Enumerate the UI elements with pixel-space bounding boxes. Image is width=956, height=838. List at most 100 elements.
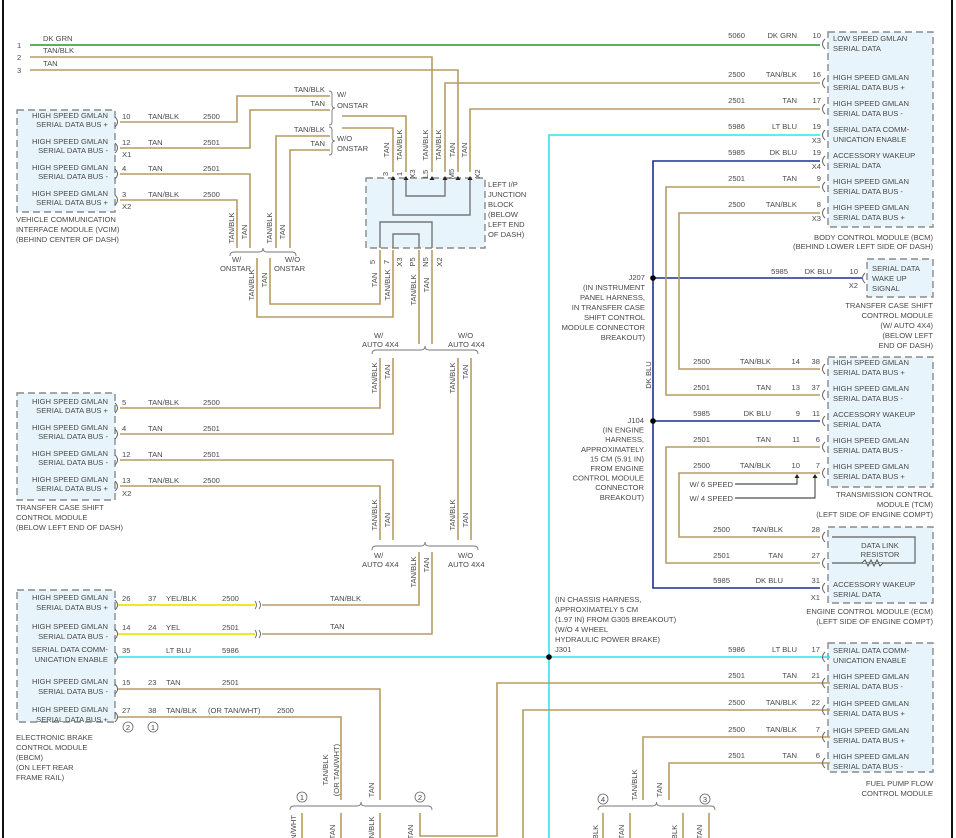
vcim-module <box>16 109 116 213</box>
wire <box>118 688 381 800</box>
variant-mark: 1 <box>151 723 155 732</box>
pin-function-label: HIGH SPEED GMLAN <box>32 111 108 120</box>
pin-number: 12 <box>122 450 130 459</box>
module-name: LEFT END <box>488 220 525 229</box>
body-control-module <box>827 31 934 228</box>
pin-function-label: HIGH SPEED GMLAN <box>32 449 108 458</box>
module-name: (LEFT SIDE OF ENGINE COMPT) <box>816 617 933 626</box>
module-name: CONTROL MODULE <box>862 789 933 798</box>
circuit-number: 2500 <box>693 357 710 366</box>
pin-number: 11 <box>792 435 800 444</box>
wire-color-label: TAN/BLK <box>766 698 797 707</box>
vertical-wire-label: BLK <box>670 825 679 838</box>
pin-function-label: SERIAL DATA BUS + <box>36 603 108 612</box>
connector-terminal-icon <box>114 628 118 640</box>
circuit-number: 5985 <box>771 267 788 276</box>
connector-terminal-icon <box>114 116 118 128</box>
pin-function-label: HIGH SPEED GMLAN <box>833 99 909 108</box>
pin-function-label: SERIAL DATA <box>833 590 882 599</box>
connector-terminal-icon <box>822 389 826 401</box>
vertical-wire-label: TAN <box>328 825 337 838</box>
module-name: (LEFT SIDE OF ENGINE COMPT) <box>816 510 933 519</box>
arrow-icon <box>455 176 461 180</box>
option-label: ONSTAR <box>337 101 369 110</box>
splice-note: SHIFT CONTROL <box>584 313 645 322</box>
pin-function-label: SERIAL DATA <box>872 264 921 273</box>
circuit-number: 2501 <box>203 450 220 459</box>
wire <box>269 250 381 305</box>
pin-function-label: SERIAL DATA BUS + <box>36 484 108 493</box>
circuit-number: 5985 <box>713 576 730 585</box>
vertical-wire-label: TAN/BLK <box>448 499 457 530</box>
wire-color-label: TAN/BLK <box>166 706 197 715</box>
wire <box>120 173 251 248</box>
wire-color-label: TAN/BLK <box>766 70 797 79</box>
wire <box>120 459 394 540</box>
wire <box>678 472 820 538</box>
wire-color-label: LT BLU <box>772 645 797 654</box>
pin-function-label: SERIAL DATA <box>833 44 882 53</box>
wire <box>522 709 830 838</box>
connector-terminal-icon <box>822 103 826 115</box>
vertical-wire-label: TAN/BLK <box>383 269 392 300</box>
wire <box>678 212 820 370</box>
junction-pin: N5 <box>421 257 430 267</box>
circuit-number: 2501 <box>693 435 710 444</box>
splice-note: (IN CHASSIS HARNESS, <box>555 595 642 604</box>
wire-color-label: TAN <box>782 174 797 183</box>
pin-function-label: UNICATION ENABLE <box>833 135 906 144</box>
variant-mark: 2 <box>418 793 422 802</box>
vertical-wire-label: TAN <box>448 143 457 158</box>
pin-function-label: WAKE UP <box>872 274 907 283</box>
vertical-wire-label: TAN/BLK <box>630 769 639 800</box>
splice-note: CONTROL MODULE <box>573 474 644 483</box>
pin-number: 23 <box>148 678 156 687</box>
module-name: OF DASH) <box>488 230 525 239</box>
wire <box>668 762 830 800</box>
splice-note: (IN ENGINE <box>603 426 644 435</box>
pin-function-label: HIGH SPEED GMLAN <box>32 137 108 146</box>
pin-number: 12 <box>122 138 130 147</box>
vertical-wire-label: TAN <box>383 513 392 528</box>
vertical-wire-label: TAN/BLK <box>367 816 376 838</box>
fuel-pump-flow-control-module <box>827 642 934 773</box>
splice-note: APPROXIMATELY 5 CM <box>555 605 638 614</box>
splice-note: MODULE CONNECTOR <box>562 323 646 332</box>
connector-id: X3 <box>812 136 821 145</box>
connector-terminal-icon <box>822 531 826 543</box>
pin-function-label: SERIAL DATA BUS + <box>36 120 108 129</box>
module-name: MODULE (TCM) <box>877 500 934 509</box>
wire-number: 1 <box>17 41 21 50</box>
wire-color-label: TAN <box>148 450 163 459</box>
circuit-number: 2501 <box>203 424 220 433</box>
pin-number: 9 <box>796 409 800 418</box>
circuit-number: 2500 <box>728 70 745 79</box>
vertical-wire-label: TAN/BLK <box>409 274 418 305</box>
splice-j104 <box>650 418 656 424</box>
wire <box>342 127 394 172</box>
splice-note: APPROXIMATELY <box>581 445 644 454</box>
pin-number: 28 <box>812 525 820 534</box>
pin-function-label: HIGH SPEED GMLAN <box>833 436 909 445</box>
wire <box>262 552 433 635</box>
inline-connector-icon <box>254 600 261 610</box>
connector-terminal-icon <box>822 557 826 569</box>
variant-note: W/ 6 SPEED <box>690 480 734 489</box>
wire-color-label: TAN/BLK <box>294 85 325 94</box>
pin-function-label: SERIAL DATA BUS - <box>38 632 108 641</box>
option-brace <box>371 345 479 355</box>
vertical-wire-label: TAN/BLK <box>247 269 256 300</box>
pin-number: 14 <box>122 623 130 632</box>
pin-function-label: ACCESSORY WAKEUP <box>833 580 915 589</box>
pin-function-label: SERIAL DATA COMM- <box>32 645 109 654</box>
module-name: CONTROL MODULE <box>16 513 87 522</box>
wire-tan-blk <box>30 56 433 172</box>
connector-terminal-icon <box>822 129 826 141</box>
circuit-number: 5986 <box>222 646 239 655</box>
pin-number: 26 <box>122 594 130 603</box>
connector-terminal-icon <box>822 704 826 716</box>
pin-function-label: SERIAL DATA <box>833 161 882 170</box>
splice-note: J104 <box>628 416 644 425</box>
option-label: W/O <box>458 551 473 560</box>
arrow-icon <box>812 474 818 478</box>
